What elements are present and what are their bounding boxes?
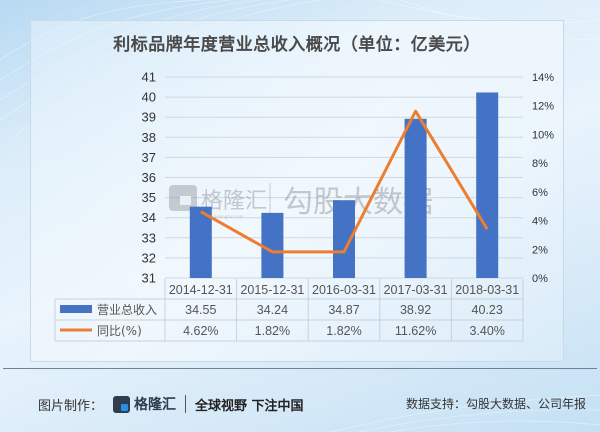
table-cell-yoy: 3.40% [469,324,504,338]
logo-g-icon [113,395,131,413]
y-left-tick: 32 [142,250,156,265]
y-right-tick: 4% [532,216,548,228]
y-right-tick: 14% [532,72,554,84]
y-right-tick: 6% [532,187,548,199]
revenue-bar [476,92,499,279]
slogan: 全球视野 下注中国 [195,398,304,414]
table-cell-yoy: 1.82% [255,324,290,338]
x-category-label: 2018-03-31 [455,283,519,297]
x-category-label: 2016-03-31 [312,283,376,297]
logo-text: 格隆汇 [134,397,177,413]
y-right-tick: 0% [532,273,548,285]
x-category-label: 2017-03-31 [384,283,448,297]
table-cell-revenue: 34.87 [328,303,359,317]
table-cell-revenue: 38.92 [400,303,431,317]
revenue-bar [404,118,427,278]
logo-divider [185,395,187,413]
y-left-tick: 35 [142,190,156,205]
y-left-tick: 31 [142,271,156,286]
y-right-tick: 2% [532,244,548,256]
table-cell-yoy: 11.62% [395,324,436,338]
table-cell-yoy: 4.62% [183,324,218,338]
table-cell-revenue: 34.55 [185,303,216,317]
revenue-bar [333,200,355,278]
table-cell-revenue: 40.23 [472,303,503,317]
y-right-tick: 12% [532,101,554,113]
yoy-line [200,109,489,254]
y-left-tick: 41 [142,70,156,85]
x-category-label: 2015-12-31 [240,283,304,297]
y-right-tick: 10% [532,129,554,141]
y-left-tick: 33 [142,230,156,245]
legend-yoy-label: 同比(%) [97,324,142,338]
y-left-tick: 37 [142,150,156,165]
watermark-logo-cutout [180,196,191,205]
y-left-tick: 38 [142,130,156,145]
data-source: 数据支持：勾股大数据、公司年报 [405,397,586,411]
x-category-label: 2014-12-31 [169,283,233,297]
y-right-tick: 8% [532,158,548,170]
legend-revenue-label: 营业总收入 [97,303,157,317]
watermark-brand: 格隆汇 [201,189,267,214]
y-left-tick: 36 [142,170,156,185]
y-left-tick: 39 [142,110,156,125]
watermark-brand-sub: www.gelonghui.com [203,214,243,219]
footer-divider [3,368,597,369]
made-by-label: 图片制作： [38,398,104,414]
brand-logo: 格隆汇 [113,394,176,414]
y-left-tick: 40 [142,90,156,105]
chart-title: 利标品牌年度营业总收入概况（单位：亿美元） [113,35,481,55]
footer-credit: 图片制作： 格隆汇 全球视野 下注中国 [38,394,304,414]
legend-bar-swatch [60,305,92,313]
y-left-tick: 34 [142,210,156,225]
table-cell-yoy: 1.82% [326,324,361,338]
revenue-bar [261,212,284,278]
revenue-bar [189,206,212,278]
table-cell-revenue: 34.24 [257,303,288,317]
